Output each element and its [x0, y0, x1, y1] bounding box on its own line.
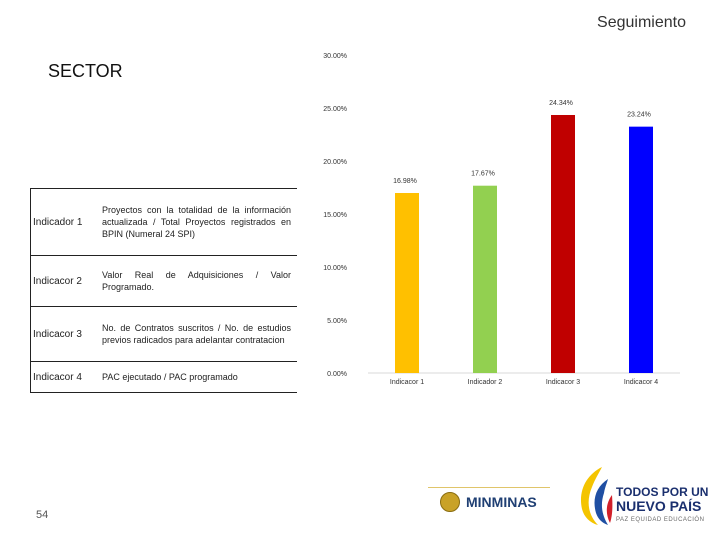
table-row: Indicacor 2 Valor Real de Adquisiciones …: [31, 256, 297, 307]
indicator-name: Indicacor 3: [33, 328, 82, 340]
indicator-description: Valor Real de Adquisiciones / Valor Prog…: [102, 270, 291, 292]
indicator-description: PAC ejecutado / PAC programado: [102, 372, 238, 382]
y-tick-label: 15.00%: [323, 212, 347, 219]
x-tick-label: Indicacor 1: [390, 379, 424, 386]
y-tick-label: 5.00%: [327, 318, 347, 325]
indicator-name: Indicacor 2: [33, 275, 82, 287]
logo-text-nuevo: NUEVO PAÍS: [616, 498, 702, 514]
bar: [629, 126, 653, 373]
indicator-table: Indicador 1 Proyectos con la totalidad d…: [30, 188, 297, 393]
indicator-name: Indicador 1: [33, 216, 83, 228]
indicator-name: Indicacor 4: [33, 371, 82, 383]
coat-of-arms-icon: [440, 492, 460, 512]
logo-slogan: PAZ EQUIDAD EDUCACIÓN: [616, 517, 705, 523]
data-label: 16.98%: [393, 178, 417, 185]
table-row: Indicador 1 Proyectos con la totalidad d…: [31, 189, 297, 256]
page-number: 54: [36, 509, 49, 521]
y-tick-label: 10.00%: [323, 265, 347, 272]
data-label: 23.24%: [627, 112, 651, 119]
table-top-rule: [31, 188, 297, 189]
minminas-logo: MINMINAS: [428, 487, 550, 516]
minminas-logo-text: MINMINAS: [466, 494, 537, 510]
x-tick-label: Indicacor 4: [624, 379, 658, 386]
data-label: 24.34%: [549, 100, 573, 107]
indicator-description: No. de Contratos suscritos / No. de estu…: [102, 323, 291, 345]
x-tick-label: Indicacor 3: [546, 379, 580, 386]
flag-swoosh-icon: [580, 467, 613, 525]
table-row: Indicacor 4 PAC ejecutado / PAC programa…: [31, 362, 297, 393]
slide-title: Seguimiento: [597, 14, 686, 31]
indicator-description: Proyectos con la totalidad de la informa…: [102, 205, 291, 239]
y-tick-label: 0.00%: [327, 371, 347, 378]
data-label: 17.67%: [471, 171, 495, 178]
y-tick-label: 25.00%: [323, 106, 347, 113]
bar-chart: 0.00% 5.00% 10.00% 15.00% 20.00% 25.00% 30.00%…: [323, 53, 680, 386]
table-row: Indicacor 3 No. de Contratos suscritos /…: [31, 307, 297, 362]
bar: [395, 193, 419, 373]
x-tick-label: Indicador 2: [468, 379, 503, 386]
logo-text-todos: TODOS POR UN: [616, 485, 709, 499]
y-tick-label: 20.00%: [323, 159, 347, 166]
government-logo: TODOS POR UN NUEVO PAÍS PAZ EQUIDAD EDUC…: [572, 465, 712, 527]
bar: [473, 185, 497, 373]
bar: [551, 114, 575, 373]
y-tick-label: 30.00%: [323, 53, 347, 60]
sector-heading: SECTOR: [48, 61, 123, 81]
